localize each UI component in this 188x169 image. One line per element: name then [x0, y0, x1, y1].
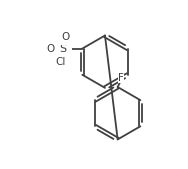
Text: Cl: Cl [55, 57, 65, 67]
Text: O: O [61, 32, 70, 42]
Text: F: F [118, 73, 124, 83]
Text: O: O [46, 44, 54, 54]
Text: S: S [59, 44, 66, 54]
